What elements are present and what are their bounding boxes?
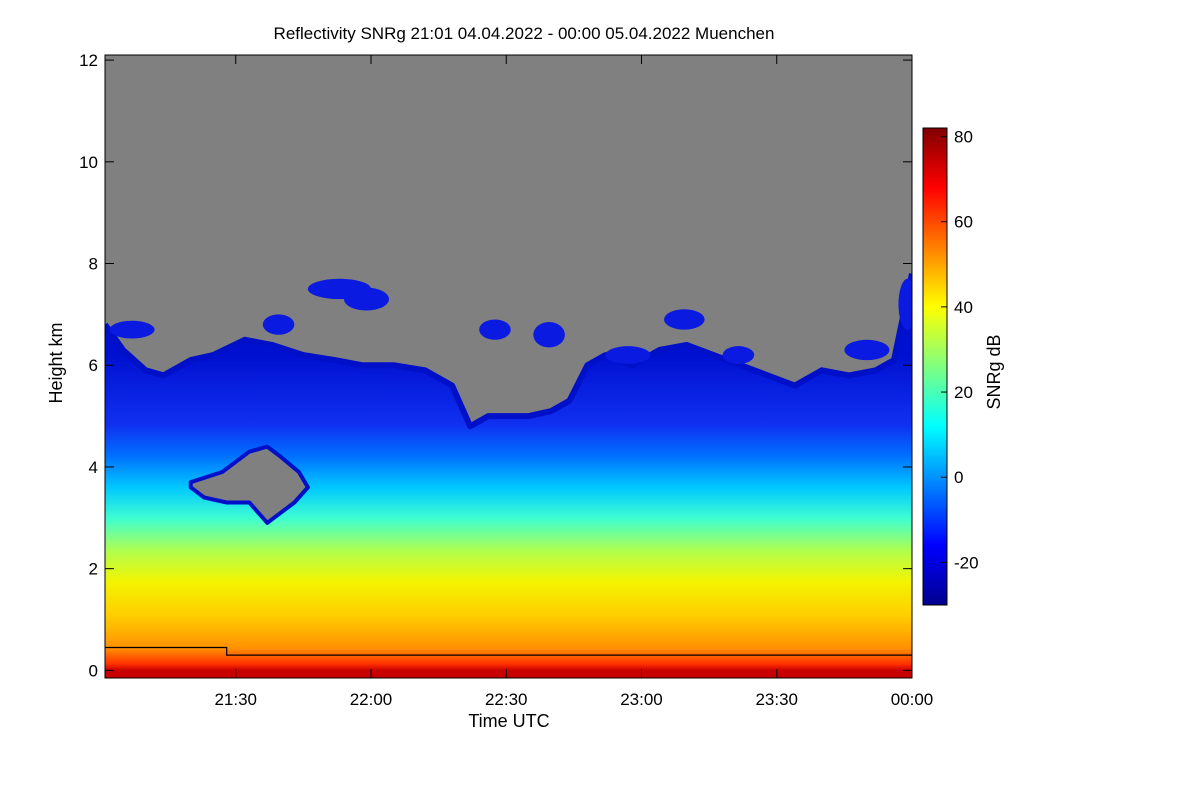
overlay-line xyxy=(105,646,912,656)
y-tick-label: 2 xyxy=(89,560,98,579)
colorbar-tick-label: -20 xyxy=(954,553,979,572)
colorbar xyxy=(922,127,948,606)
colorbar-ticks: -20 0 20 40 60 80 xyxy=(941,128,979,572)
upper-echo-patch xyxy=(664,309,705,330)
colorbar-tick-label: 60 xyxy=(954,213,973,232)
upper-echo-patch xyxy=(898,278,912,330)
y-tick-label: 12 xyxy=(79,51,98,70)
plot-frame xyxy=(104,54,913,679)
x-axis: 21:30 22:00 22:30 23:00 23:30 00:00 xyxy=(214,55,933,709)
x-tick-label: 23:00 xyxy=(620,690,663,709)
y-tick-label: 10 xyxy=(79,153,98,172)
upper-echo-patch xyxy=(605,346,651,364)
x-tick-label: 21:30 xyxy=(214,690,257,709)
upper-echo-patch xyxy=(479,319,511,340)
colorbar-tick-label: 0 xyxy=(954,468,963,487)
y-tick-label: 6 xyxy=(89,356,98,375)
upper-echo-patch xyxy=(844,339,890,361)
chart-title: Reflectivity SNRg 21:01 04.04.2022 - 00:… xyxy=(274,24,775,43)
upper-echo-patch xyxy=(533,322,565,348)
colorbar-tick-label: 20 xyxy=(954,383,973,402)
colorbar-tick-label: 80 xyxy=(954,128,973,147)
upper-echo-patch xyxy=(722,346,755,364)
upper-echo-patch xyxy=(262,314,295,335)
x-axis-label: Time UTC xyxy=(468,711,549,731)
y-tick-label: 4 xyxy=(89,458,98,477)
echo-top-edge xyxy=(105,273,912,430)
no-signal-gap xyxy=(188,444,310,525)
echo-region xyxy=(105,273,912,678)
colorbar-label: SNRg dB xyxy=(984,334,1004,409)
x-tick-label: 00:00 xyxy=(891,690,934,709)
x-tick-label: 22:00 xyxy=(350,690,393,709)
y-tick-label: 8 xyxy=(89,255,98,274)
colorbar-tick-label: 40 xyxy=(954,298,973,317)
upper-echo-patch xyxy=(343,287,390,311)
y-axis: 0 2 4 6 8 10 12 xyxy=(79,51,912,680)
x-tick-label: 23:30 xyxy=(755,690,798,709)
y-tick-label: 0 xyxy=(89,661,98,680)
upper-echo-patch xyxy=(109,320,155,339)
plot-area xyxy=(105,55,912,678)
x-tick-label: 22:30 xyxy=(485,690,528,709)
y-axis-label: Height km xyxy=(46,322,66,403)
